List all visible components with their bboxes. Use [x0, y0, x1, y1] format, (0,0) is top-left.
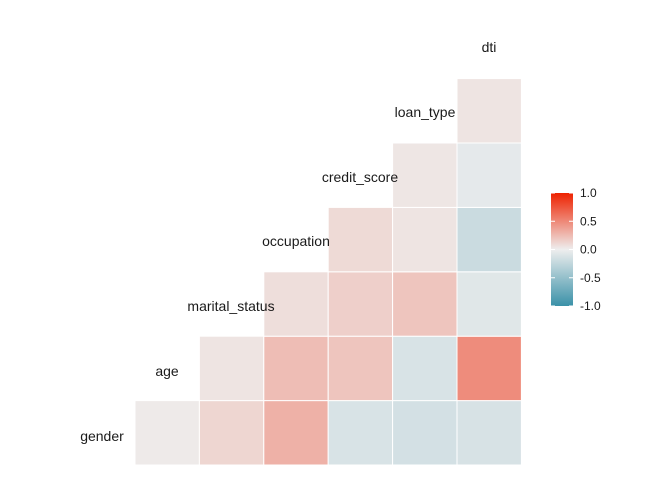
cell-age-loan_type — [392, 335, 458, 402]
cell-gender-credit_score — [327, 400, 394, 466]
legend-ticks: 1.0 0.5 0.0 -0.5 -1.0 — [551, 186, 601, 313]
cell-age-dti — [456, 335, 522, 402]
cell-credit_score-loan_type — [392, 142, 458, 208]
cell-gender-loan_type — [392, 400, 458, 466]
legend-tick-label: 0.0 — [580, 243, 597, 257]
cell-gender-occupation — [263, 400, 329, 466]
label-age: age — [155, 363, 179, 379]
label-gender: gender — [80, 428, 124, 444]
label-credit_score: credit_score — [322, 169, 398, 185]
cell-gender-marital_status — [198, 400, 265, 466]
cell-credit_score-dti — [456, 142, 522, 208]
cell-age-credit_score — [327, 335, 394, 402]
label-loan_type: loan_type — [395, 104, 456, 120]
legend-tick-label: 1.0 — [580, 186, 597, 200]
legend-colorbar — [551, 193, 573, 306]
legend-tick-label: -0.5 — [580, 271, 601, 285]
heatmap-cells — [134, 78, 522, 466]
cell-occupation-loan_type — [392, 206, 458, 273]
cell-marital_status-loan_type — [392, 271, 458, 337]
cell-loan_type-dti — [456, 78, 522, 144]
cell-occupation-dti — [456, 206, 522, 273]
legend-tick-label: 0.5 — [580, 214, 597, 228]
cell-marital_status-dti — [456, 271, 522, 337]
cell-occupation-credit_score — [327, 206, 394, 273]
cell-marital_status-occupation — [263, 271, 329, 337]
label-dti: dti — [482, 39, 497, 55]
color-legend: 1.0 0.5 0.0 -0.5 -1.0 — [551, 186, 601, 313]
cell-gender-dti — [456, 400, 522, 466]
legend-tick-label: -1.0 — [580, 299, 601, 313]
label-occupation: occupation — [262, 233, 330, 249]
cell-gender-age — [134, 400, 200, 466]
label-marital_status: marital_status — [187, 298, 274, 314]
variable-labels: gender age marital_status occupation credit_… — [80, 39, 496, 444]
cell-age-occupation — [263, 335, 329, 402]
cell-marital_status-credit_score — [327, 271, 394, 337]
cell-age-marital_status — [198, 335, 265, 402]
